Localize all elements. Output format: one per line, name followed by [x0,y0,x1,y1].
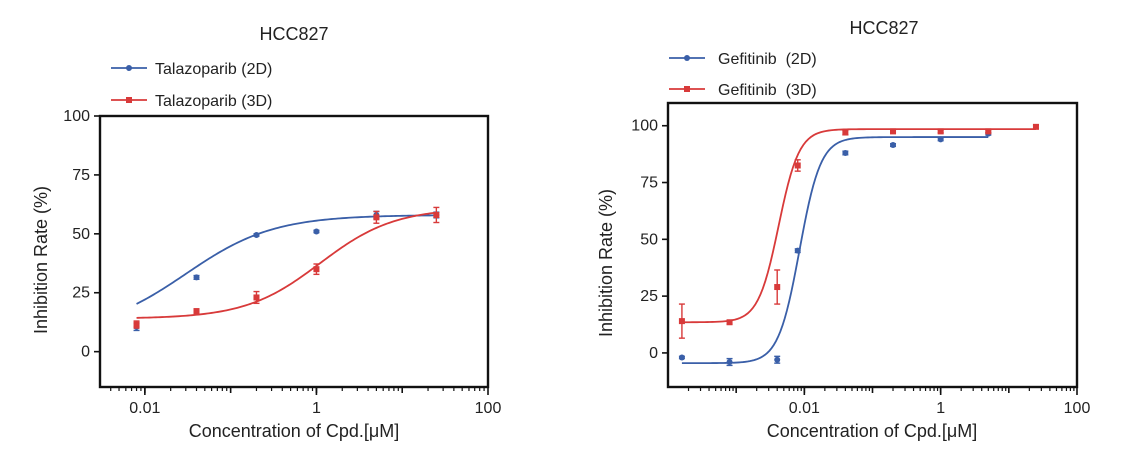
fit-curve [681,128,1036,324]
x-tick-label: 0.01 [789,400,820,417]
data-point [726,359,733,366]
data-point [842,149,849,156]
series-3d [678,123,1039,339]
legend-label: Talazoparib (3D) [155,93,272,110]
chart-gefitinib: HCC827 Inhibition Rate (%) Concentration… [596,18,1090,441]
series-2d [133,210,440,332]
y-tick-label: 75 [72,167,90,184]
x-axis-title: Concentration of Cpd.[μM] [189,421,399,441]
data-point [1032,123,1039,130]
legend-label: Gefitinib (2D) [718,51,817,68]
x-axis-title: Concentration of Cpd.[μM] [767,421,977,441]
legend: Talazoparib (2D) Talazoparib (3D) [111,61,272,110]
chart-title: HCC827 [849,18,918,38]
data-point [937,128,944,135]
series-3d [133,206,440,329]
x-tick-label: 100 [1064,400,1091,417]
legend-label: Gefitinib (3D) [718,82,817,99]
fit-curve [136,214,437,305]
data-point [890,142,897,149]
series-2d [678,130,992,367]
y-tick-label: 0 [649,345,658,362]
data-point [726,319,733,326]
legend-label: Talazoparib (2D) [155,61,272,78]
y-tick-label: 0 [81,344,90,361]
y-axis-title: Inhibition Rate (%) [596,189,616,337]
x-tick-label: 1 [312,400,321,417]
data-point [774,356,781,363]
y-tick-label: 50 [72,226,90,243]
y-tick-label: 50 [640,231,658,248]
plot-area: 0 25 50 75 100 0.01 1 100 [631,101,1091,417]
data-point [678,318,685,325]
y-tick-label: 25 [640,288,658,305]
legend-marker [684,86,690,92]
x-tick-label: 0.01 [129,400,160,417]
data-point [313,266,320,273]
x-tick-label: 100 [475,400,502,417]
legend-item-3d: Talazoparib (3D) [111,93,272,110]
data-point [794,162,801,169]
data-point [313,228,320,235]
y-axis-title: Inhibition Rate (%) [31,186,51,334]
chart-title: HCC827 [259,24,328,44]
data-point [433,211,440,218]
data-point [842,129,849,136]
data-point [253,232,260,239]
data-point [794,247,801,254]
data-point [774,284,781,291]
plot-area: 0 25 50 75 100 0.01 1 100 [63,108,501,417]
data-point [193,308,200,315]
x-tick-label: 1 [936,400,945,417]
legend-marker [126,65,132,71]
legend-item-2d: Gefitinib (2D) [669,51,817,68]
legend: Gefitinib (2D) Gefitinib (3D) [669,51,817,99]
data-point [890,128,897,135]
data-point [937,136,944,143]
y-tick-label: 100 [63,108,90,125]
legend-item-2d: Talazoparib (2D) [111,61,272,78]
data-point [373,214,380,221]
data-point [193,274,200,281]
legend-marker [684,55,690,61]
y-tick-label: 100 [631,118,658,135]
legend-item-3d: Gefitinib (3D) [669,82,817,99]
fit-curve [681,136,989,365]
data-point [985,128,992,135]
data-point [253,294,260,301]
plot-frame [666,101,1079,389]
fit-curve [136,211,437,319]
chart-talazoparib: HCC827 Inhibition Rate (%) Concentration… [31,24,501,441]
plot-frame [98,114,490,389]
legend-marker [126,97,132,103]
data-point [133,321,140,328]
y-tick-label: 25 [72,285,90,302]
y-tick-label: 75 [640,175,658,192]
data-point [678,354,685,361]
